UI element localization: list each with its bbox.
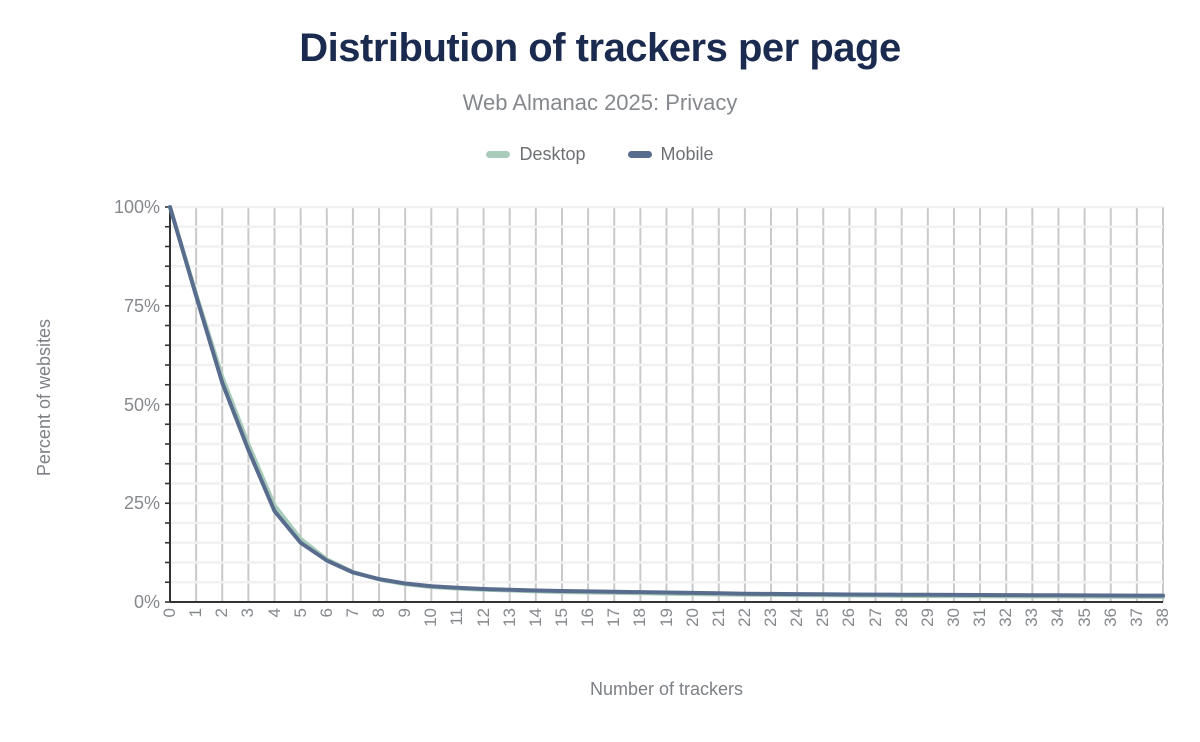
- x-tick-label: 32: [996, 608, 1016, 627]
- desktop-series-swatch: [486, 151, 511, 158]
- x-tick-label: 27: [865, 608, 885, 627]
- x-tick-label: 26: [839, 608, 859, 627]
- chart-legend: Desktop Mobile: [0, 144, 1200, 165]
- x-tick-label: 29: [917, 608, 937, 627]
- x-tick-label: 13: [499, 608, 519, 627]
- y-tick-label: 100%: [113, 197, 160, 217]
- x-tick-label: 11: [447, 608, 467, 626]
- x-tick-label: 0: [160, 608, 179, 618]
- y-tick-label: 0%: [133, 592, 160, 612]
- x-tick-label: 25: [813, 608, 833, 627]
- x-tick-label: 1: [186, 608, 206, 618]
- legend-item-desktop[interactable]: Desktop: [486, 144, 586, 165]
- x-tick-label: 31: [970, 608, 990, 627]
- x-tick-label: 36: [1100, 608, 1120, 627]
- mobile-legend-label: Mobile: [660, 144, 714, 164]
- x-tick-label: 7: [342, 608, 362, 618]
- x-tick-label: 23: [761, 608, 781, 627]
- x-tick-label: 10: [421, 608, 441, 627]
- x-tick-label: 18: [630, 608, 650, 627]
- x-tick-label: 33: [1022, 608, 1042, 627]
- x-tick-label: 14: [525, 608, 545, 627]
- x-tick-label: 21: [708, 608, 728, 627]
- x-tick-label: 12: [473, 608, 493, 627]
- x-tick-label: 37: [1126, 608, 1146, 627]
- mobile-series-swatch: [627, 151, 652, 158]
- chart-subtitle: Web Almanac 2025: Privacy: [462, 90, 738, 115]
- x-tick-label: 3: [238, 608, 258, 618]
- y-tick-label: 75%: [123, 295, 160, 316]
- x-tick-label: 30: [943, 608, 963, 627]
- x-tick-label: 24: [787, 608, 807, 627]
- desktop-legend-label: Desktop: [519, 144, 586, 164]
- x-tick-label: 17: [604, 608, 624, 627]
- x-tick-label: 22: [734, 608, 754, 627]
- x-axis-title: Number of trackers: [589, 679, 744, 699]
- x-tick-label: 28: [891, 608, 911, 627]
- x-tick-label: 5: [290, 608, 310, 618]
- x-tick-label: 19: [656, 608, 676, 627]
- x-tick-label: 6: [316, 608, 336, 618]
- x-tick-label: 20: [682, 608, 702, 627]
- x-tick-label: 34: [1048, 608, 1068, 627]
- x-tick-label: 35: [1074, 608, 1094, 627]
- x-tick-label: 15: [551, 608, 571, 627]
- legend-item-mobile[interactable]: Mobile: [627, 144, 714, 165]
- line-chart-canvas: [165, 205, 1165, 603]
- x-tick-label: 16: [578, 608, 598, 627]
- x-tick-label: 38: [1153, 608, 1172, 627]
- y-tick-label: 50%: [123, 394, 160, 415]
- x-tick-label: 4: [264, 608, 284, 618]
- x-tick-label: 2: [212, 608, 232, 618]
- mobile-line: [168, 205, 1165, 598]
- x-tick-label: 8: [369, 608, 389, 618]
- chart-title: Distribution of trackers per page: [299, 26, 901, 70]
- x-tick-label: 9: [395, 608, 415, 618]
- y-tick-label: 25%: [123, 493, 160, 514]
